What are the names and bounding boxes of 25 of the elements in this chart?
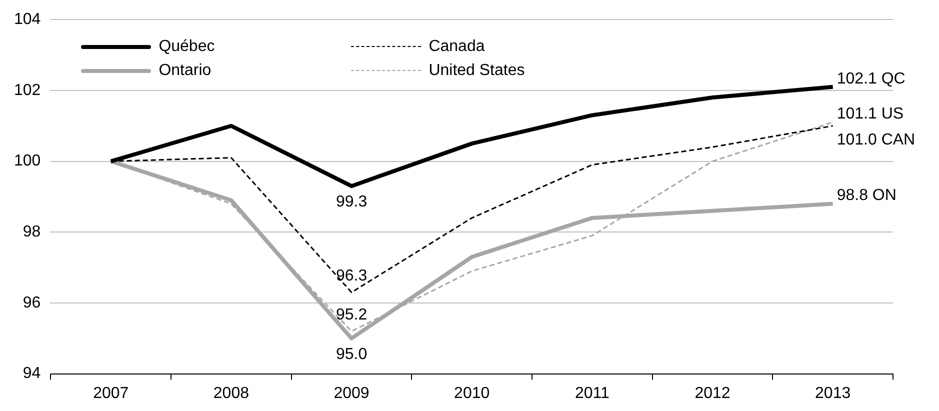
x-tick-label: 2008 [213, 384, 250, 402]
annotation: 95.2 [336, 306, 368, 324]
annotation: 95.0 [336, 346, 368, 363]
annotation: 101.1 US [836, 106, 904, 123]
annotation: 98.8 ON [836, 187, 896, 204]
y-tick-label: 100 [14, 152, 41, 170]
y-tick-label: 94 [22, 365, 41, 382]
y-tick-label: 98 [22, 224, 41, 241]
legend-label: Ontario [158, 62, 212, 80]
x-tick-label: 2011 [574, 384, 610, 402]
annotation: 101.0 CAN [836, 132, 916, 149]
x-tick-label: 2013 [815, 384, 851, 402]
y-tick-label: 96 [22, 294, 41, 312]
x-tick-label: 2007 [93, 384, 129, 402]
annotation: 102.1 QC [836, 70, 906, 88]
legend-label: Canada [428, 38, 485, 56]
legend-label: Québec [158, 38, 215, 56]
x-tick-label: 2010 [454, 384, 490, 402]
annotation: 96.3 [336, 268, 368, 285]
annotation: 99.3 [336, 193, 368, 210]
y-tick-label: 102 [14, 82, 41, 99]
x-tick-label: 2009 [334, 384, 370, 402]
legend-label: United States [428, 62, 525, 80]
x-tick-label: 2012 [694, 384, 730, 402]
y-tick-label: 104 [14, 11, 41, 28]
